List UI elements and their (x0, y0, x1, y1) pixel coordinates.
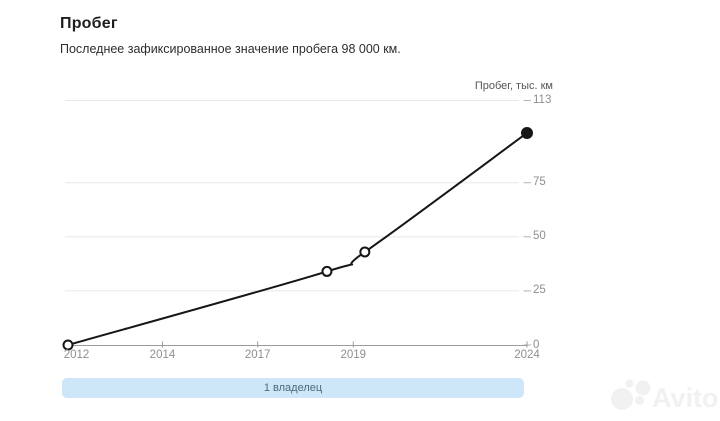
data-point-marker (62, 339, 74, 351)
avito-watermark: Avito (611, 379, 719, 413)
data-point-marker (521, 126, 533, 139)
data-point-marker (321, 265, 333, 277)
avito-logo-icon (611, 379, 651, 410)
data-point-marker (359, 246, 371, 258)
mileage-curve (67, 131, 528, 346)
y-axis-title: Пробег, тыс. км (474, 80, 553, 92)
page-subtitle: Последнее зафиксированное значение пробе… (60, 42, 401, 56)
avito-watermark-text: Avito (652, 383, 719, 413)
page-title: Пробег (60, 15, 118, 32)
owner-badge-label: 1 владелец (263, 382, 323, 394)
owner-badge[interactable]: 1 владелец (62, 378, 524, 398)
